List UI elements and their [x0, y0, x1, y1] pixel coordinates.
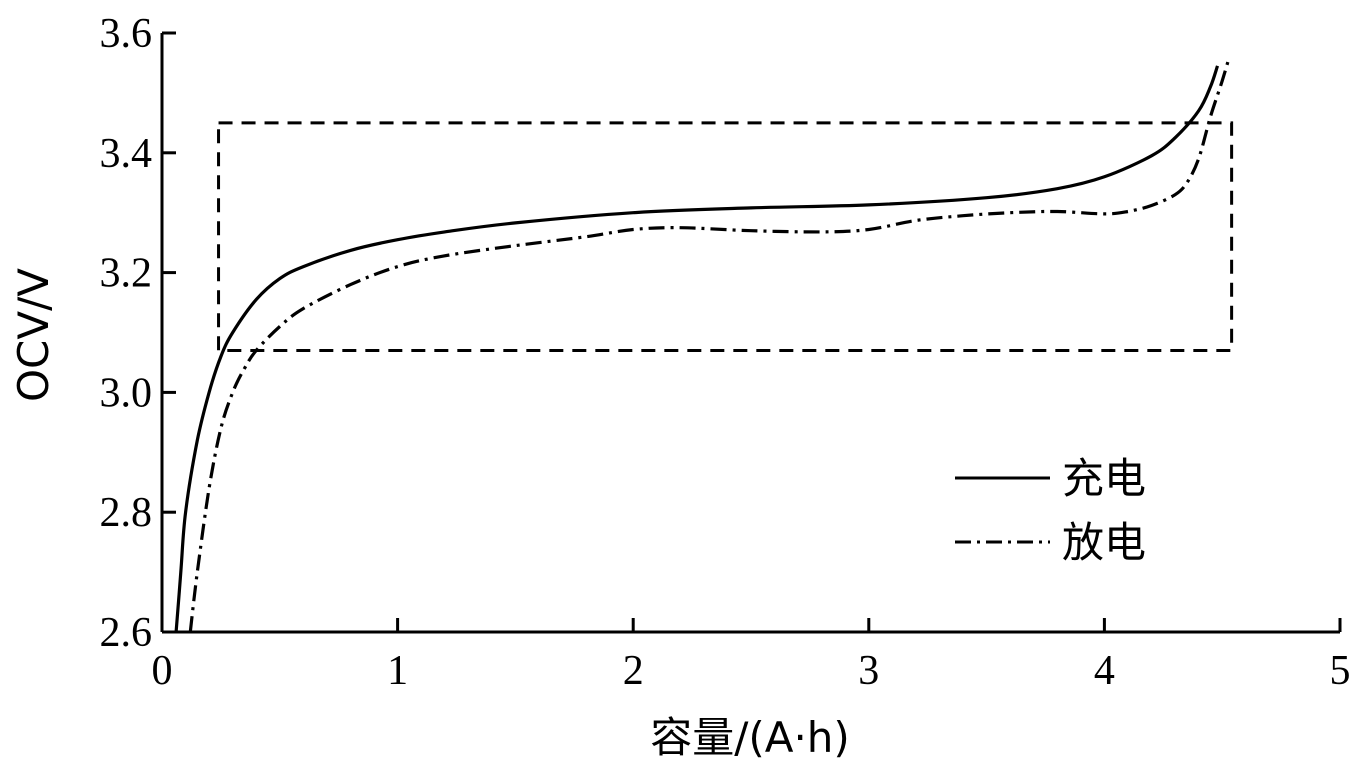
x-tick-label: 0: [152, 648, 173, 694]
x-tick-label: 3: [858, 648, 879, 694]
x-tick-label: 4: [1094, 648, 1115, 694]
y-tick-label: 3.0: [100, 370, 153, 416]
y-tick-label: 2.8: [100, 490, 153, 536]
legend-label-discharge: 放电: [1062, 518, 1146, 567]
series-layer: [174, 56, 1231, 633]
series-line-charge: [174, 65, 1220, 633]
axes-layer: [160, 33, 1340, 634]
series-line-discharge: [188, 56, 1231, 633]
x-tick-label: 2: [623, 648, 644, 694]
annotations-layer: [217, 121, 1234, 352]
y-axis-title: OCV/V: [9, 268, 58, 402]
x-axis-title: 容量/(A·h): [650, 713, 850, 762]
legend: 充电 放电: [955, 454, 1146, 567]
y-tick-label: 3.4: [100, 131, 153, 177]
x-tick-label: 5: [1330, 648, 1351, 694]
ticks-layer: 0 1 2 3 4 5 2.6 2.8 3.0 3.2 3.4 3.6: [100, 11, 1351, 694]
x-tick-label: 1: [387, 648, 408, 694]
dashed-region-box: [217, 121, 1234, 352]
y-tick-label: 3.6: [100, 11, 153, 57]
legend-label-charge: 充电: [1062, 454, 1146, 503]
y-tick-label: 2.6: [100, 610, 153, 656]
y-tick-label: 3.2: [100, 251, 153, 297]
